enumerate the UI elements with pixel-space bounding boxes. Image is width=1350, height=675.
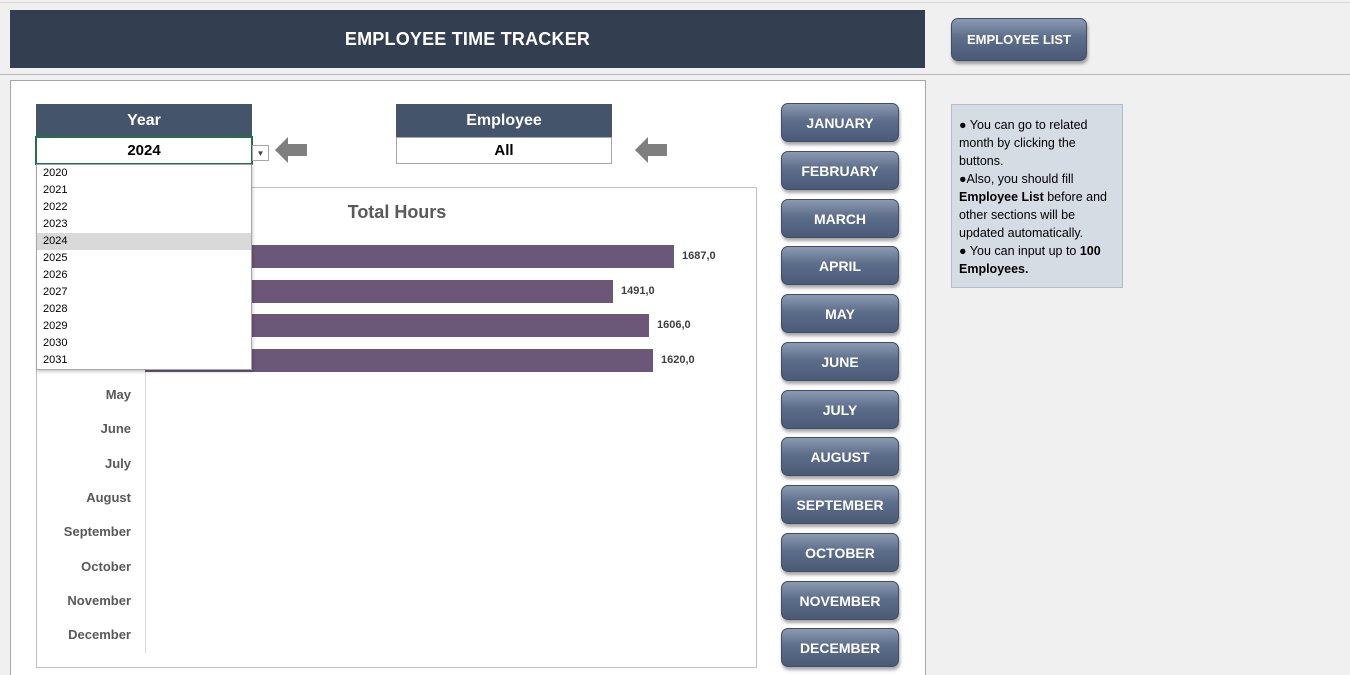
top-rule [0,2,1350,3]
year-option[interactable]: 2025 [43,252,68,264]
chart-data-label: 1620,0 [661,354,695,366]
month-button-label: SEPTEMBER [796,496,884,513]
chart-category-label: August [86,490,131,505]
month-button-label: JULY [822,401,858,418]
year-label: Year [36,104,252,137]
month-button-label: DECEMBER [799,639,881,656]
year-option[interactable]: 2031 [43,354,68,366]
chart-axis [145,368,146,653]
arrow-left-icon [275,137,307,163]
year-option[interactable]: 2024 [37,233,251,250]
chart-data-label: 1687,0 [682,250,716,262]
year-dropdown-list: 2020 2021 2022 2023 2024 2025 2026 2027 2028 2029… [36,164,252,370]
info-line-2a: ●Also, you should fill [959,172,1074,186]
divider [0,74,1350,75]
month-button-march[interactable]: MARCH [781,199,899,238]
month-button-december[interactable]: DECEMBER [781,628,899,667]
month-button-label: MARCH [813,210,867,227]
month-button-january[interactable]: JANUARY [781,103,899,142]
year-label-text: Year [127,111,161,129]
month-button-august[interactable]: AUGUST [781,437,899,476]
year-option[interactable]: 2027 [43,286,68,298]
arrow-left-icon [635,137,667,163]
chart-data-label: 1606,0 [657,319,691,331]
info-line-2b: Employee List [959,190,1044,204]
year-select[interactable]: 2024 [35,136,253,165]
month-button-label: AUGUST [810,448,870,465]
year-option[interactable]: 2021 [43,184,68,196]
year-option[interactable]: 2026 [43,269,68,281]
employee-select[interactable]: All [396,137,612,164]
month-button-october[interactable]: OCTOBER [781,533,899,572]
year-option[interactable]: 2023 [43,218,68,230]
info-line-3b: 100 Employees. [959,244,1101,276]
page-title: EMPLOYEE TIME TRACKER [10,10,925,68]
chart-category-label: November [67,593,131,608]
chart-title: Total Hours [347,202,447,222]
employee-label-text: Employee [466,111,542,129]
month-button-june[interactable]: JUNE [781,342,899,381]
month-button-label: FEBRUARY [801,162,879,179]
month-button-label: NOVEMBER [799,592,881,609]
chart-category-label: June [100,421,131,436]
employee-select-value: All [494,142,514,159]
info-box: ● You can go to related month by clickin… [951,104,1123,288]
chevron-down-icon[interactable]: ▼ [252,145,269,161]
chart-bar [145,349,653,372]
chart-category-label: October [81,559,131,574]
month-button-april[interactable]: APRIL [781,246,899,285]
month-button-november[interactable]: NOVEMBER [781,581,899,620]
chart-bar [145,280,613,303]
month-button-label: APRIL [819,257,861,274]
info-line-3a: ● You can input up to [959,244,1080,258]
chart-bar [145,245,674,268]
employee-label: Employee [396,104,612,137]
year-select-value: 2024 [127,142,161,159]
chart-category-label: December [68,627,131,642]
employee-list-button[interactable]: EMPLOYEE LIST [951,18,1087,61]
month-button-september[interactable]: SEPTEMBER [781,485,899,524]
info-line-2c: before and other sections will be update… [959,190,1107,240]
info-line-1: ● You can go to related month by clickin… [959,118,1088,168]
employee-list-button-label: EMPLOYEE LIST [966,32,1071,47]
month-button-label: JUNE [821,353,859,370]
year-option[interactable]: 2028 [43,303,68,315]
info-line-3: ● You can input up to 100 Employees. [959,242,1115,278]
month-button-label: JANUARY [806,114,874,131]
month-button-label: OCTOBER [805,544,875,561]
chart-category-label: September [63,524,131,539]
info-line-2: ●Also, you should fill Employee List bef… [959,170,1115,242]
year-option[interactable]: 2030 [43,337,68,349]
month-button-may[interactable]: MAY [781,294,899,333]
year-option[interactable]: 2029 [43,320,68,332]
year-option[interactable]: 2020 [43,167,68,179]
month-button-july[interactable]: JULY [781,390,899,429]
chart-data-label: 1491,0 [621,285,655,297]
chart-category-label: May [105,387,131,402]
chart-bar [145,314,649,337]
month-button-february[interactable]: FEBRUARY [781,151,899,190]
month-button-label: MAY [825,305,855,322]
chart-category-label: July [104,456,131,471]
year-option[interactable]: 2022 [43,201,68,213]
page-title-text: EMPLOYEE TIME TRACKER [344,28,591,49]
